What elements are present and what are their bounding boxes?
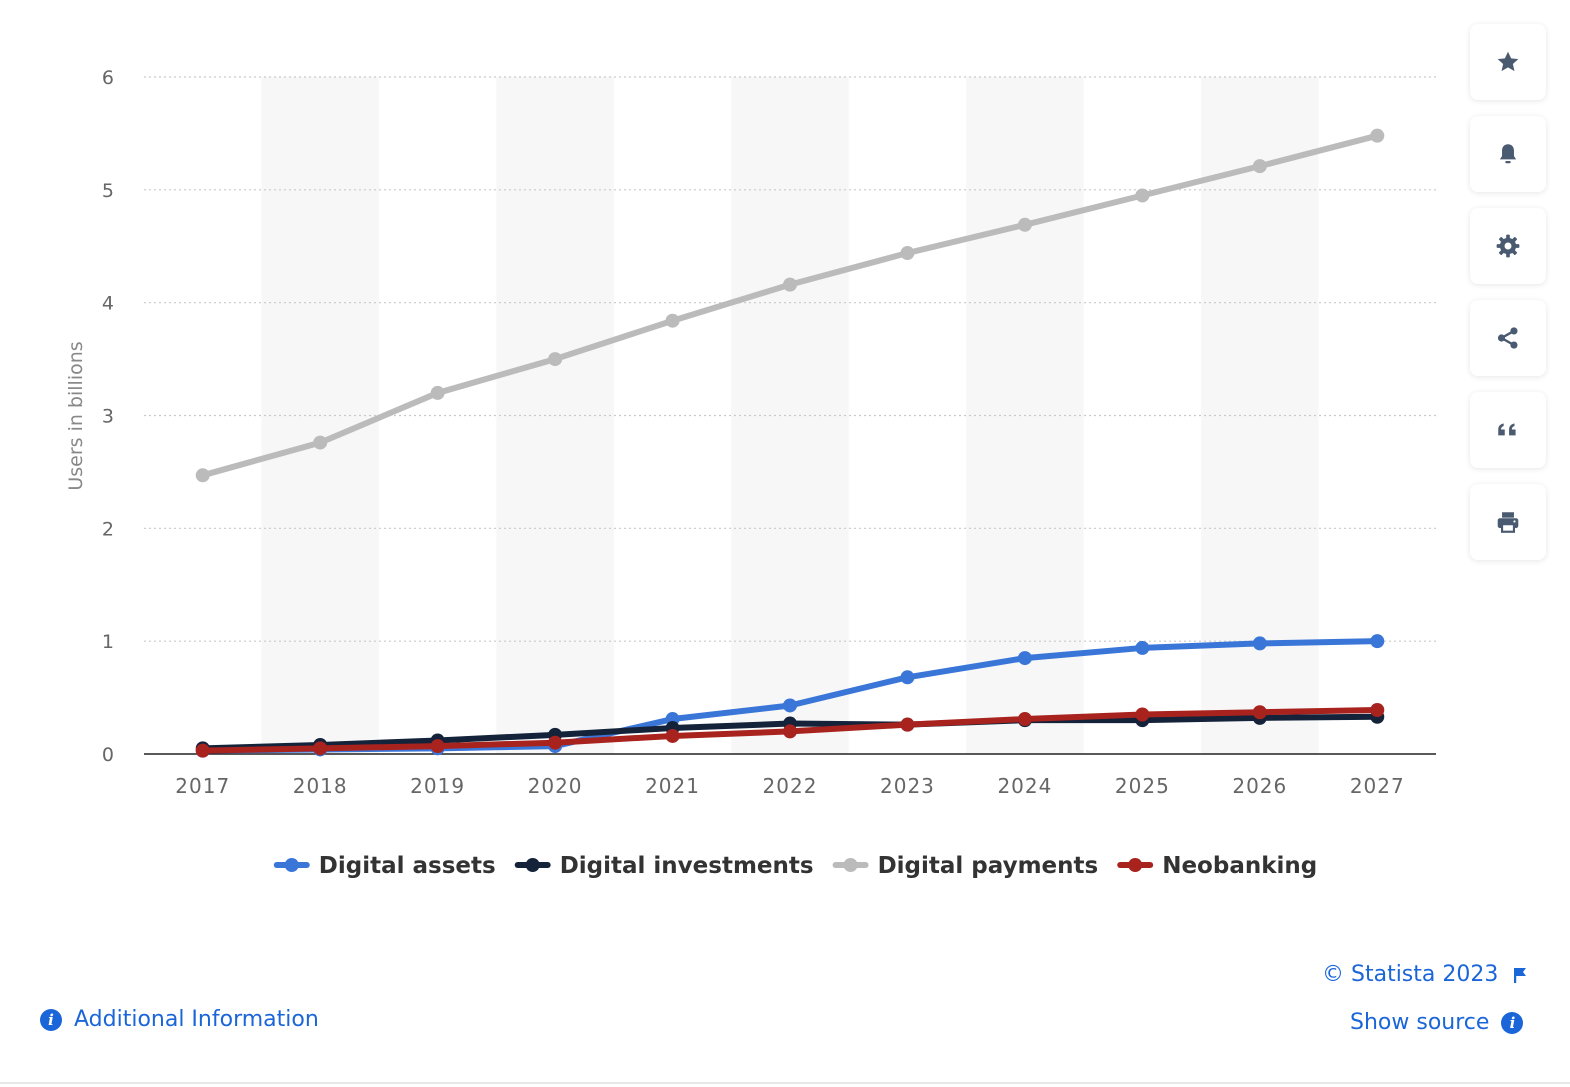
bell-icon [1499,144,1517,164]
legend-swatch-dot [1128,858,1143,872]
series-digital-payments [195,128,1385,483]
data-point [430,385,445,400]
x-tick-label: 2026 [1232,774,1287,798]
gear-icon [1496,234,1520,258]
x-tick-label: 2027 [1350,774,1405,798]
legend-item: Digital payments [832,853,1099,879]
gridlines [144,76,1436,642]
y-axis-label: Users in billions [65,341,87,490]
data-point [665,313,680,328]
legend-item: Digital investments [514,853,814,879]
y-tick-label: 3 [102,406,114,428]
star-icon [1497,51,1519,72]
share-button[interactable] [1470,300,1546,376]
quote-icon [1498,423,1516,436]
settings-button[interactable] [1470,208,1546,284]
x-tick-label: 2022 [763,774,818,798]
x-tick-label: 2018 [293,774,348,798]
legend-item: Digital assets [273,853,496,879]
cite-button[interactable] [1470,392,1546,468]
flag-icon [1514,967,1527,983]
data-point [900,246,915,261]
x-tick-label: 2025 [1115,774,1170,798]
data-point [783,698,797,713]
x-tick-label: 2024 [997,774,1052,798]
legend-swatch-dot [843,858,858,872]
legend: Digital assets Digital investments Digital… [273,853,1317,879]
series-neobanking [195,702,1385,758]
data-point [783,277,797,292]
share-icon [1497,327,1518,349]
legend-label: Digital investments [560,853,814,879]
additional-information-text: Additional Information [74,1007,319,1032]
data-point [1370,128,1385,143]
x-tick-label: 2020 [528,774,583,798]
y-tick-label: 5 [102,180,114,202]
y-tick-label: 6 [102,67,114,89]
legend-swatch-dot [284,858,299,872]
bottom-divider [0,1082,1570,1084]
data-point [195,468,210,483]
copyright-text: © Statista 2023 [1322,962,1499,987]
data-point [313,435,328,450]
x-tick-label: 2019 [410,774,465,798]
x-tick-label: 2017 [175,774,230,798]
data-point [1252,705,1267,720]
show-source-link[interactable]: Show source i [1350,1010,1524,1035]
additional-information-link[interactable]: i Additional Information [40,1007,319,1032]
data-point [1135,707,1150,722]
data-point [1017,217,1032,232]
legend-item: Neobanking [1117,853,1317,879]
data-point [548,352,563,367]
legend-label: Neobanking [1162,853,1317,879]
data-point [313,741,328,756]
data-point [1370,634,1385,649]
x-tick-label: 2021 [645,774,700,798]
data-point [1252,159,1267,174]
y-tick-label: 2 [102,518,114,540]
y-tick-label: 1 [102,631,114,653]
data-point [900,717,915,732]
data-point [900,670,915,685]
legend-swatch-dot [525,858,540,872]
legend-label: Digital assets [319,853,496,879]
data-point [1252,636,1267,651]
data-point [1017,651,1032,666]
data-point [783,724,797,739]
data-point [1135,640,1150,655]
data-point [665,728,680,743]
x-tick-labels: 2017 2018 2019 2020 2021 2022 2023 2024 2025 2026… [175,774,1405,798]
data-point [430,739,445,754]
data-point [548,735,563,750]
y-tick-labels: 0 1 2 3 4 5 6 [102,67,114,766]
data-point [1370,702,1385,717]
data-point [1135,188,1150,203]
show-source-text: Show source [1350,1010,1490,1035]
y-tick-label: 4 [102,293,114,315]
info-icon: i [1501,1011,1524,1034]
favorite-button[interactable] [1470,24,1546,100]
info-icon: i [40,1008,62,1031]
copyright-link[interactable]: © Statista 2023 [1322,962,1528,987]
data-point [1017,712,1032,727]
series-layer [195,128,1385,758]
print-icon [1497,512,1519,533]
y-tick-label: 0 [102,744,114,766]
x-tick-label: 2023 [880,774,935,798]
legend-label: Digital payments [878,853,1099,879]
data-point [195,743,210,758]
notification-button[interactable] [1470,116,1546,192]
print-button[interactable] [1470,484,1546,560]
